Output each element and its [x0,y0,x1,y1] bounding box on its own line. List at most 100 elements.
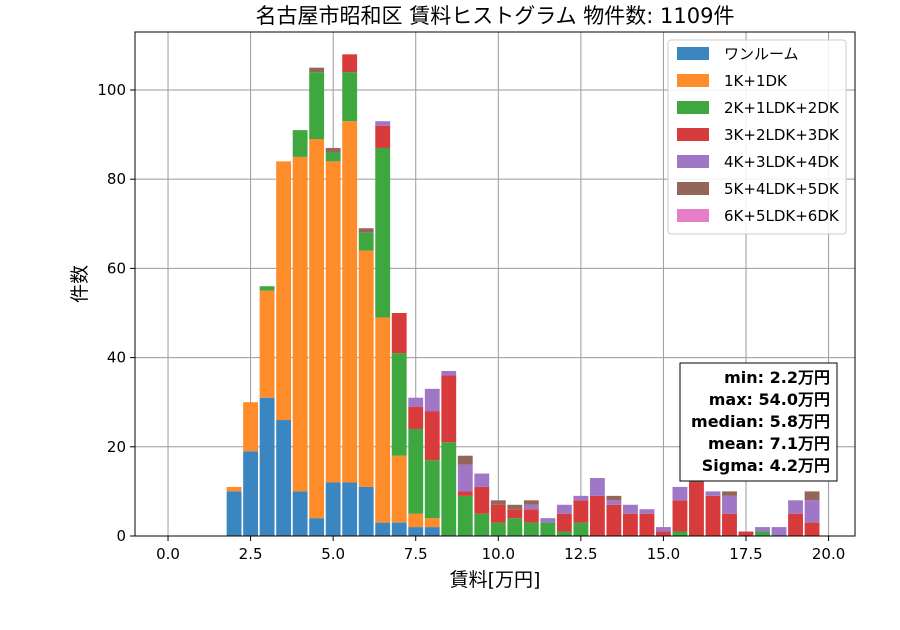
legend-swatch [677,182,709,195]
bar-segment [672,486,688,501]
legend-swatch [677,128,709,141]
bar-segment [259,286,275,291]
x-tick-label: 2.5 [239,545,263,563]
bar-segment [276,420,292,536]
bar-segment [490,504,506,523]
bar-segment [788,500,803,514]
bar-segment [507,504,523,510]
x-tick-label: 7.5 [404,545,428,563]
stats-line: Sigma: 4.2万円 [702,456,830,475]
bar-segment [243,451,259,536]
legend: ワンルーム 1K+1DK 2K+1LDK+2DK 3K+2LDK+3DK 4K+3LDK… [667,39,847,235]
bar-segment [556,504,572,514]
bar-segment [424,460,440,519]
bars-group [226,54,820,536]
legend-label: ワンルーム [724,45,799,63]
bar-segment [556,513,572,532]
bar-segment [292,156,308,492]
bar-segment [672,500,688,532]
legend-label: 3K+2LDK+3DK [724,126,840,144]
bar-segment [457,464,473,492]
legend-label: 5K+4LDK+5DK [724,180,840,198]
bar-segment [474,513,490,536]
bar-segment [441,375,457,443]
bar-segment [375,121,391,126]
bar-segment [556,531,572,536]
bar-segment [441,370,457,376]
bar-segment [622,504,638,514]
bar-segment [755,527,770,532]
bar-segment [391,522,407,536]
bar-segment [391,353,407,456]
y-axis-label: 件数 [69,265,91,303]
bar-segment [292,491,308,536]
bar-segment [457,455,473,465]
y-tick-label: 100 [97,81,126,99]
bar-segment [656,527,671,532]
stats-line: median: 5.8万円 [691,412,830,431]
bar-segment [589,478,605,496]
bar-segment [540,522,556,536]
bar-segment [457,491,473,496]
legend-swatch [677,101,709,114]
bar-segment [589,495,605,536]
bar-segment [292,130,308,157]
bar-segment [606,495,622,501]
bar-segment [259,397,275,536]
legend-box [667,39,847,235]
bar-segment [507,509,523,519]
bar-segment [358,232,374,251]
x-tick-label: 20.0 [812,545,845,563]
bar-segment [342,121,358,483]
bar-segment [325,152,341,162]
y-tick-label: 40 [107,349,126,367]
bar-segment [788,513,803,536]
bar-segment [705,491,721,496]
x-tick-label: 17.5 [729,545,762,563]
x-axis-label: 賃料[万円] [450,569,541,591]
stats-box: min: 2.2万円 max: 54.0万円 median: 5.8万円 mean: … [679,362,838,482]
bar-segment [523,504,539,510]
bar-segment [309,67,325,73]
bar-segment [408,406,424,429]
legend-label: 2K+1LDK+2DK [724,99,840,117]
bar-segment [243,402,259,452]
bar-segment [722,495,737,514]
bar-segment [342,482,358,536]
x-tick-label: 0.0 [156,545,180,563]
bar-segment [259,290,275,398]
bar-segment [391,455,407,523]
bar-segment [523,509,539,523]
stats-line: mean: 7.1万円 [708,434,830,453]
bar-segment [722,491,737,496]
bar-segment [573,500,589,523]
bar-segment [573,495,589,501]
y-tick-label: 60 [107,259,126,277]
x-tick-label: 12.5 [564,545,597,563]
bar-segment [408,513,424,528]
bar-segment [606,500,622,505]
bar-segment [804,500,820,523]
bar-segment [375,125,391,148]
bar-segment [490,522,506,536]
bar-segment [804,491,820,501]
bar-segment [226,491,242,536]
x-tick-label: 15.0 [647,545,680,563]
bar-segment [474,486,490,514]
bar-segment [424,411,440,461]
bar-segment [358,250,374,487]
x-tick-label: 10.0 [482,545,515,563]
bar-segment [507,518,523,536]
bar-segment [276,161,292,421]
plot-frame [134,31,856,537]
legend-label: 6K+5LDK+6DK [724,207,840,225]
bar-segment [424,518,440,528]
bar-segment [656,531,671,536]
y-tick-label: 20 [107,438,126,456]
bar-segment [408,397,424,407]
bar-segment [738,531,754,536]
bar-segment [540,518,556,523]
bar-segment [490,500,506,505]
bar-segment [325,161,341,483]
